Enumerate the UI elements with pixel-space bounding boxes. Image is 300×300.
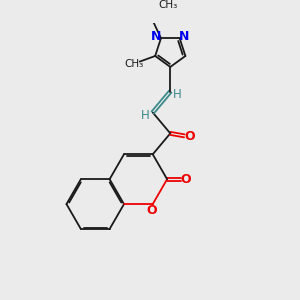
Text: CH₃: CH₃ xyxy=(158,0,178,10)
Text: H: H xyxy=(173,88,182,101)
Text: N: N xyxy=(151,30,161,43)
Text: O: O xyxy=(146,204,157,217)
Text: O: O xyxy=(184,130,195,143)
Text: H: H xyxy=(141,109,150,122)
Text: N: N xyxy=(179,30,190,43)
Text: O: O xyxy=(180,173,191,186)
Text: CH₃: CH₃ xyxy=(124,59,144,69)
